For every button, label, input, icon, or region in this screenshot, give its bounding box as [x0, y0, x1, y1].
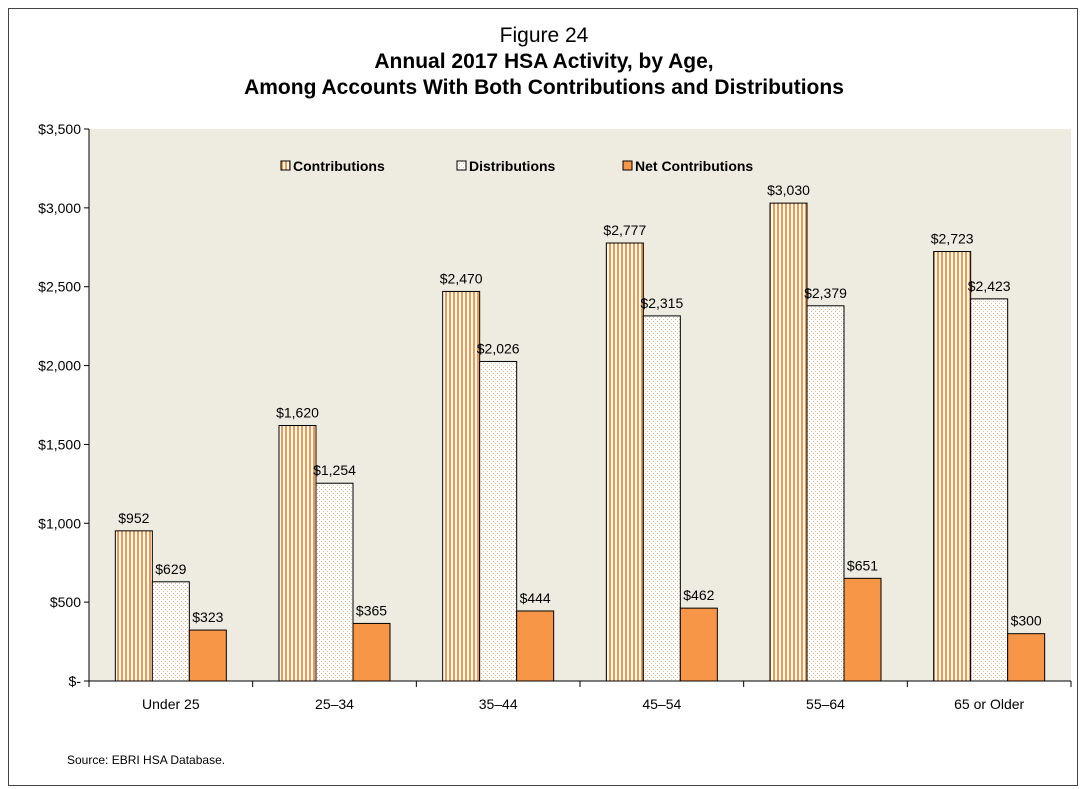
y-tick-label: $500 [50, 594, 81, 610]
figure-label: Figure 24 [499, 24, 589, 47]
bar-net-contributions [352, 622, 391, 682]
legend-label: Net Contributions [635, 158, 753, 174]
bar-contributions [278, 425, 317, 682]
y-axis: $- $500 $1,000 $1,500 $2,000 $2,500 $3,000 $3,5… [38, 121, 90, 689]
y-tick-label: $2,000 [38, 358, 81, 374]
x-tick-label: Under 25 [142, 696, 200, 712]
data-label: $444 [520, 590, 551, 606]
data-label: $365 [356, 602, 387, 618]
legend-swatch-contributions [280, 160, 291, 171]
legend: Contributions Distributions Net Contributi… [280, 158, 753, 174]
bar-distributions [479, 360, 518, 682]
y-tick-label: $1,500 [38, 436, 81, 452]
x-tick-label: 65 or Older [954, 696, 1024, 712]
data-label: $2,026 [477, 340, 520, 356]
bar-distributions [806, 305, 845, 682]
bar-chart: $- $500 $1,000 $1,500 $2,000 $2,500 $3,000 $3,5… [38, 121, 1072, 712]
bar-contributions [114, 530, 153, 682]
x-tick-label: 25–34 [315, 696, 354, 712]
bar-contributions [605, 242, 644, 682]
x-axis: Under 25 25–34 35–44 45–54 55–64 65 or Older [88, 680, 1072, 712]
y-tick-label: $3,500 [38, 121, 81, 137]
bar-net-contributions [843, 577, 882, 682]
bars-group [114, 202, 1046, 682]
data-label: $2,777 [603, 222, 646, 238]
bar-distributions [642, 315, 681, 682]
data-label: $3,030 [767, 182, 810, 198]
data-label: $300 [1011, 613, 1042, 629]
bar-contributions [442, 290, 481, 682]
bar-distributions [970, 298, 1009, 682]
legend-swatch-net-contributions [622, 160, 633, 171]
data-label: $2,423 [968, 278, 1011, 294]
legend-swatch-distributions [456, 160, 467, 171]
figure-frame: Figure 24 Annual 2017 HSA Activity, by A… [8, 8, 1078, 786]
source-note: Source: EBRI HSA Database. [67, 753, 226, 767]
y-tick-label: $2,500 [38, 279, 81, 295]
bar-net-contributions [516, 610, 555, 682]
x-tick-label: 35–44 [479, 696, 518, 712]
chart-title-line-2: Among Accounts With Both Contributions a… [244, 76, 844, 99]
legend-label: Distributions [469, 158, 556, 174]
data-label: $629 [155, 561, 186, 577]
data-labels-group: $952 $629 $323 $1,620 $1,254 $365 $2,470 $2,026… [118, 182, 1042, 629]
bar-contributions [933, 251, 972, 682]
y-tick-label: $1,000 [38, 515, 81, 531]
bar-distributions [151, 581, 190, 682]
y-tick-label: $- [69, 673, 82, 689]
bar-net-contributions [679, 607, 718, 682]
bar-distributions [315, 482, 354, 682]
data-label: $2,723 [931, 231, 974, 247]
data-label: $2,315 [640, 295, 683, 311]
data-label: $1,254 [313, 462, 356, 478]
x-tick-label: 55–64 [806, 696, 845, 712]
data-label: $462 [683, 587, 714, 603]
data-label: $2,470 [440, 270, 483, 286]
data-label: $651 [847, 557, 878, 573]
data-label: $1,620 [276, 405, 319, 421]
data-label: $323 [192, 609, 223, 625]
bar-net-contributions [1007, 633, 1046, 682]
y-tick-label: $3,000 [38, 200, 81, 216]
plot-area [89, 129, 1071, 681]
chart-title-line-1: Annual 2017 HSA Activity, by Age, [374, 50, 714, 73]
x-tick-label: 45–54 [642, 696, 681, 712]
data-label: $952 [118, 510, 149, 526]
title-block: Figure 24 Annual 2017 HSA Activity, by A… [9, 23, 1079, 101]
bar-net-contributions [188, 629, 227, 682]
legend-label: Contributions [293, 158, 385, 174]
data-label: $2,379 [804, 285, 847, 301]
bar-contributions [769, 202, 808, 682]
